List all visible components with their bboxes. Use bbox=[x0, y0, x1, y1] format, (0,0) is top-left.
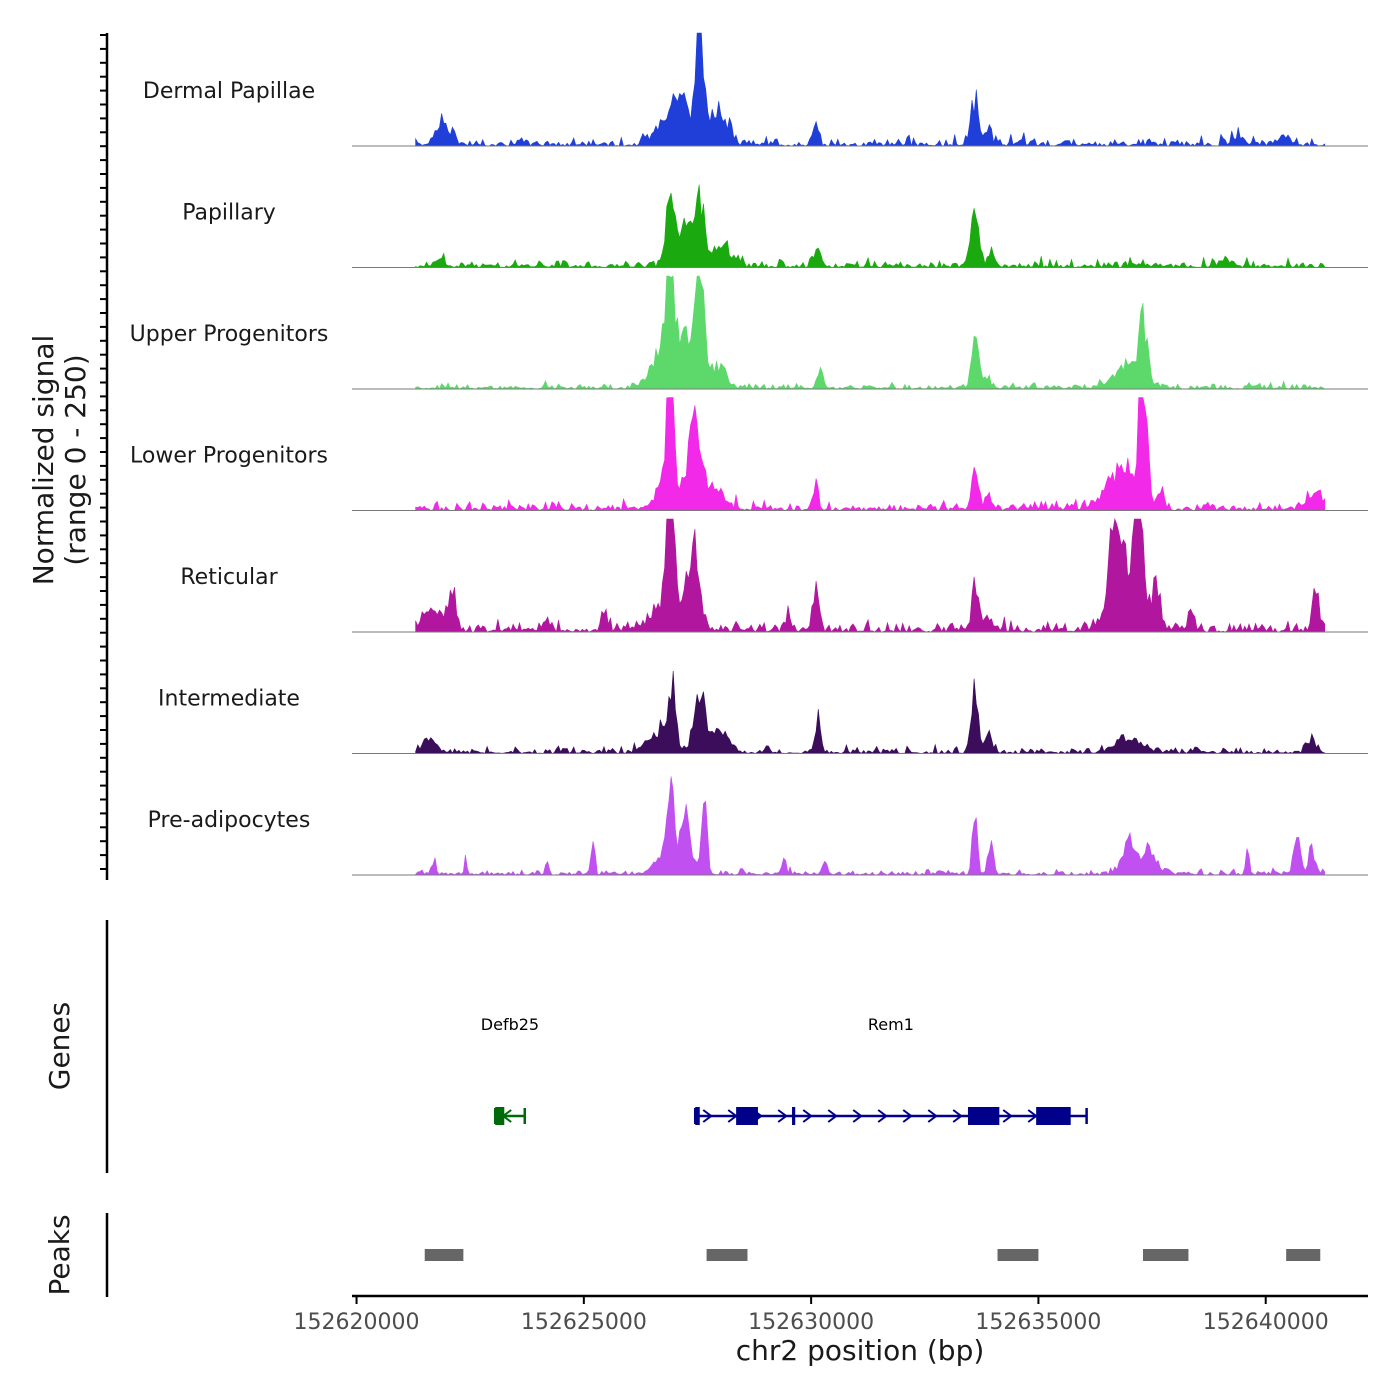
x-tick-label: 152620000 bbox=[294, 1310, 420, 1335]
signal-axis-title-line1: Normalized signal bbox=[26, 334, 60, 586]
track-label: Papillary bbox=[182, 201, 276, 226]
strand-arrow bbox=[902, 1109, 913, 1123]
x-tick-label: 152625000 bbox=[521, 1310, 647, 1335]
gene-defb25: Defb25 bbox=[481, 1015, 539, 1125]
track-label: Lower Progenitors bbox=[130, 444, 328, 469]
coverage-area bbox=[415, 275, 1326, 390]
coverage-area bbox=[415, 776, 1326, 876]
peak-region bbox=[1142, 1249, 1189, 1261]
gene-label: Rem1 bbox=[868, 1015, 914, 1034]
strand-arrow bbox=[827, 1109, 838, 1123]
track-label: Pre-adipocytes bbox=[148, 808, 311, 833]
strand-arrow bbox=[852, 1109, 863, 1123]
gene-exon bbox=[495, 1107, 505, 1125]
gene-exon bbox=[792, 1107, 796, 1125]
coverage-area bbox=[415, 670, 1326, 755]
track-lower-progenitors: Lower Progenitors bbox=[130, 397, 1368, 512]
strand-arrow bbox=[877, 1109, 888, 1123]
strand-arrow bbox=[802, 1109, 813, 1123]
track-label: Intermediate bbox=[158, 687, 300, 712]
gene-rem1: Rem1 bbox=[693, 1015, 1088, 1125]
signal-axis-title-line2: (range 0 - 250) bbox=[59, 354, 92, 566]
signal-axis-title: Normalized signal (range 0 - 250) bbox=[26, 334, 92, 586]
track-intermediate: Intermediate bbox=[158, 670, 1368, 755]
gene-exon bbox=[695, 1107, 700, 1125]
coverage-area bbox=[415, 32, 1326, 147]
peak-region bbox=[706, 1249, 748, 1261]
coverage-area bbox=[415, 517, 1326, 633]
peak-region bbox=[1286, 1249, 1321, 1261]
coverage-area bbox=[415, 184, 1326, 269]
x-tick-label: 152635000 bbox=[975, 1310, 1101, 1335]
strand-arrow bbox=[1002, 1109, 1013, 1123]
track-reticular: Reticular bbox=[180, 517, 1368, 633]
gene-label: Defb25 bbox=[481, 1015, 539, 1034]
peaks-axis-title: Peaks bbox=[42, 1214, 76, 1296]
track-upper-progenitors: Upper Progenitors bbox=[130, 275, 1368, 390]
strand-arrow bbox=[952, 1109, 963, 1123]
gene-exon bbox=[736, 1107, 758, 1125]
strand-arrow bbox=[702, 1109, 713, 1123]
track-label: Dermal Papillae bbox=[143, 79, 315, 104]
strand-arrow bbox=[777, 1109, 788, 1123]
track-label: Upper Progenitors bbox=[130, 322, 329, 347]
gene-exon bbox=[967, 1107, 1000, 1125]
x-tick-label: 152640000 bbox=[1203, 1310, 1329, 1335]
genes-axis-title: Genes bbox=[42, 1001, 76, 1091]
peak-region bbox=[424, 1249, 464, 1261]
peak-region bbox=[997, 1249, 1039, 1261]
strand-arrow bbox=[927, 1109, 938, 1123]
x-axis-title: chr2 position (bp) bbox=[735, 1334, 985, 1367]
coverage-area bbox=[415, 397, 1326, 512]
x-tick-label: 152630000 bbox=[748, 1310, 874, 1335]
track-pre-adipocytes: Pre-adipocytes bbox=[148, 776, 1368, 876]
track-papillary: Papillary bbox=[182, 184, 1368, 269]
track-dermal-papillae: Dermal Papillae bbox=[143, 32, 1368, 147]
gene-exon bbox=[1036, 1107, 1071, 1125]
track-label: Reticular bbox=[180, 565, 278, 590]
